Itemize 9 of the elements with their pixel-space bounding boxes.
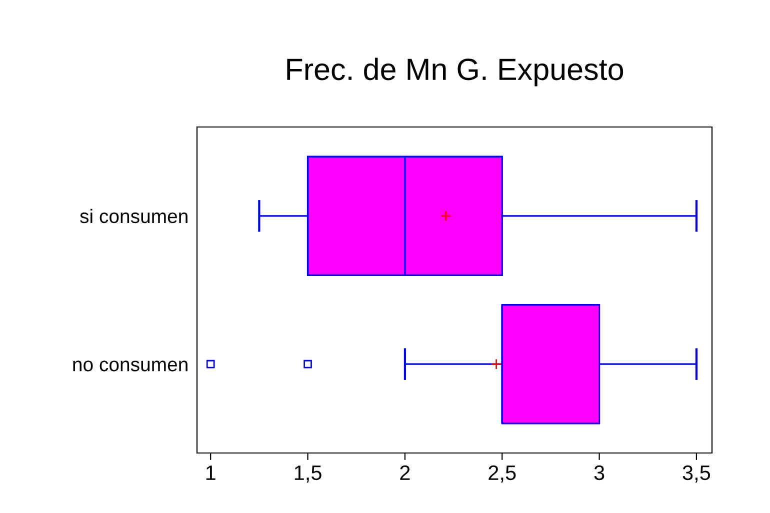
x-tick-label: 3,5 [682,465,710,483]
x-tick-label: 3 [594,465,604,480]
x-tick-label: 1,5 [294,466,322,483]
x-tick-label: 2 [400,465,410,480]
y-tick-label: no consumen [73,360,188,372]
x-tick-label: 1 [206,466,216,480]
chart-title: Frec. de Mn G. Expuesto [287,58,624,86]
x-tick-label: 2,5 [488,465,516,483]
y-tick-label: si consumen [80,208,188,224]
